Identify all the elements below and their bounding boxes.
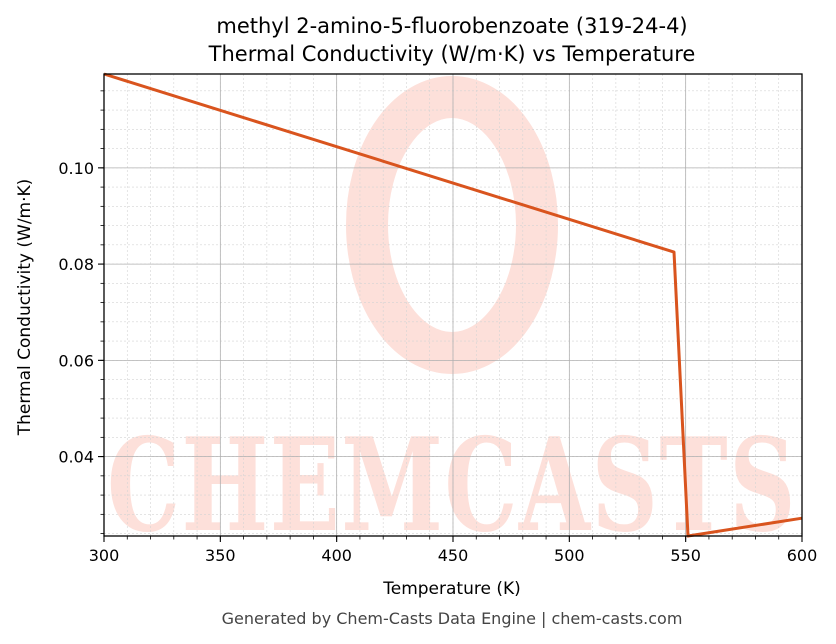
series-line [103,72,803,538]
chart-title: methyl 2-amino-5-fluorobenzoate (319-24-… [216,14,687,38]
x-axis-label: Temperature (K) [382,579,521,599]
footer-credit: Generated by Chem-Casts Data Engine | ch… [222,609,683,628]
y-axis-label: Thermal Conductivity (W/m·K) [15,179,35,437]
series-layer [103,72,803,538]
x-tick-label: 300 [89,546,120,565]
x-tick-label: 500 [554,546,585,565]
x-tick-label: 450 [438,546,469,565]
x-tick-label: 550 [670,546,701,565]
y-tick-label: 0.06 [58,351,94,370]
y-tick-label: 0.08 [58,255,94,274]
watermark-text: CHEMCASTS [107,411,797,561]
x-tick-label: 350 [205,546,236,565]
chart-subtitle: Thermal Conductivity (W/m·K) vs Temperat… [208,42,696,66]
tick-labels: 300 350 400 450 500 550 600 0.04 0.06 0.08 0.10 [58,159,817,565]
x-tick-label: 400 [321,546,352,565]
axis-ticks [98,90,803,542]
x-tick-label: 600 [787,546,818,565]
y-tick-label: 0.04 [58,448,94,467]
watermark-ring [346,76,558,374]
y-tick-label: 0.10 [58,159,94,178]
